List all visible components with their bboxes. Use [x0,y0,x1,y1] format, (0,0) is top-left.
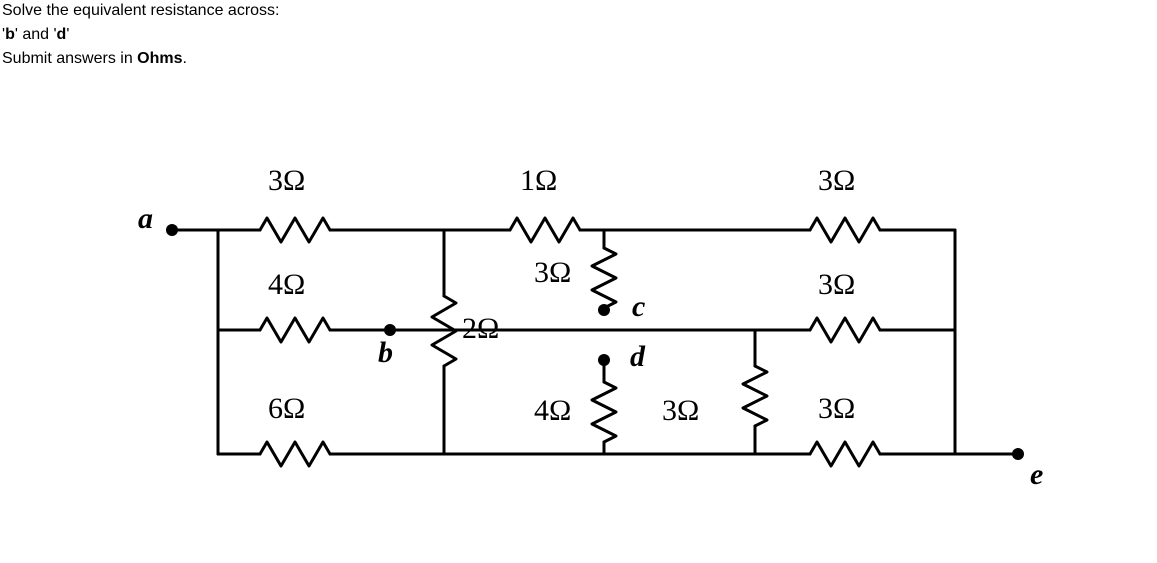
r-4ohm-mid-label: 4Ω [268,268,305,302]
r-2ohm-label: 2Ω [462,312,499,346]
r-3ohm-top-left-label: 3Ω [268,164,305,198]
r-3ohm-c-label: 3Ω [534,256,571,290]
r-1ohm-label: 1Ω [520,164,557,198]
circuit-diagram [0,0,1157,563]
r-6ohm-label: 6Ω [268,392,305,426]
node-a-label: a [138,202,153,236]
r-3ohm-mid-right-label: 3Ω [818,268,855,302]
r-3ohm-top-right-label: 3Ω [818,164,855,198]
node-e-label: e [1030,458,1043,492]
node-c-label: c [632,290,645,324]
node-b-label: b [378,336,393,370]
node-d-label: d [630,340,645,374]
r-3ohm-bot-right-label: 3Ω [818,392,855,426]
r-4ohm-d-label: 4Ω [534,394,571,428]
r-3ohm-d-label: 3Ω [662,394,699,428]
